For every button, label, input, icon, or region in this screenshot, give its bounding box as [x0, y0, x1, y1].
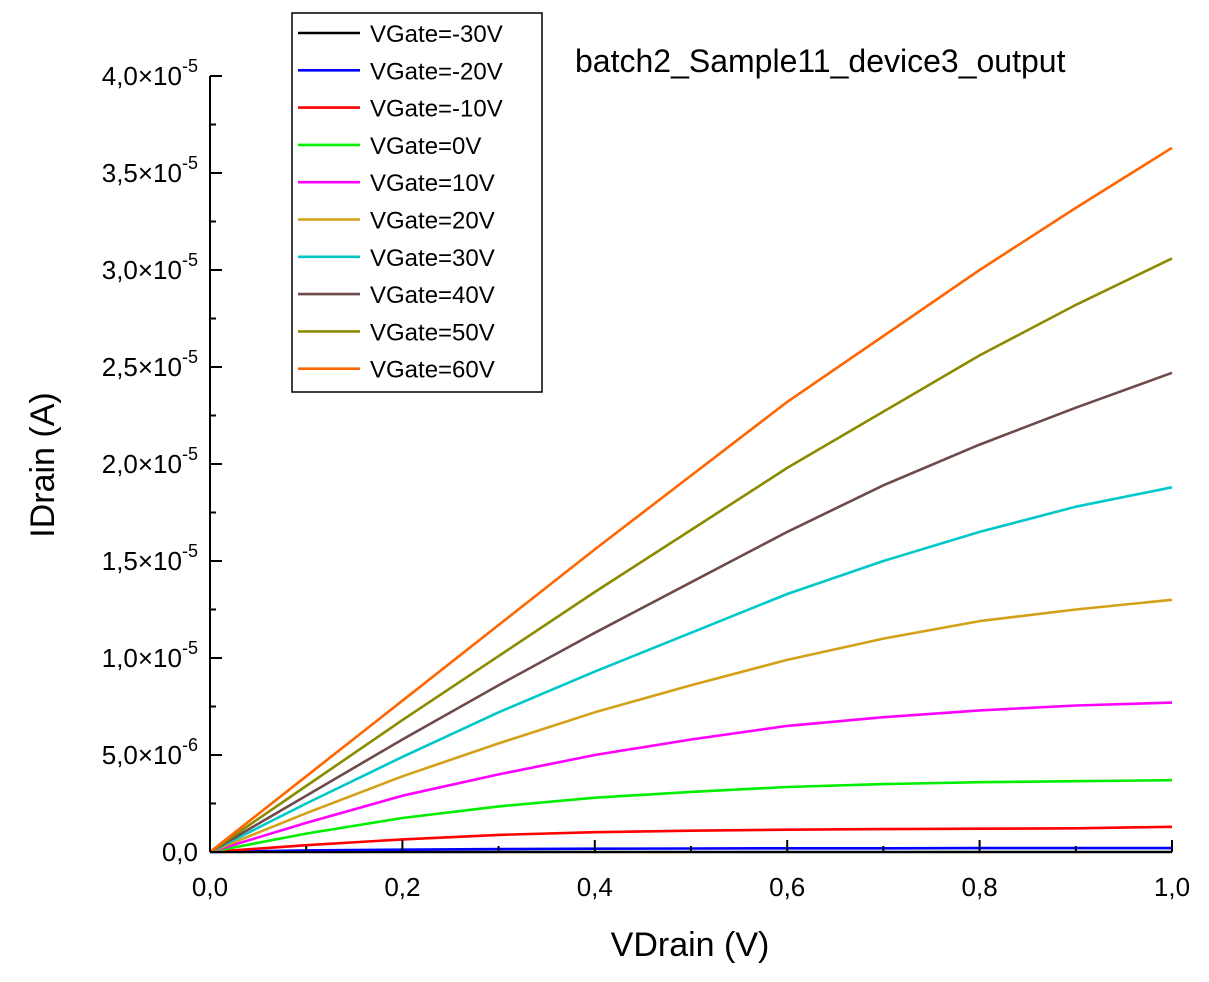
x-tick-label-3: 0,6 — [769, 872, 805, 902]
legend-label-7: VGate=40V — [370, 282, 495, 309]
series-line-4 — [209, 701, 1173, 854]
legend-label-0: VGate=-30V — [370, 21, 503, 48]
x-tick-label-4: 0,8 — [962, 872, 998, 902]
legend-label-2: VGate=-10V — [370, 96, 503, 123]
series-line-3 — [209, 778, 1173, 854]
legend-box — [291, 12, 543, 393]
legend-label-1: VGate=-20V — [370, 58, 503, 85]
series-line-2 — [209, 825, 1173, 854]
legend-label-3: VGate=0V — [370, 133, 481, 160]
x-tick-label-1: 0,2 — [384, 872, 420, 902]
y-tick-label-7: 3,5×10-5 — [102, 153, 198, 188]
legend: VGate=-30V VGate=-20V VGate=-10V VGate=0V VG… — [291, 12, 543, 393]
series-line-8 — [209, 257, 1173, 854]
y-axis-title: IDrain (A) — [24, 392, 62, 537]
y-tick-label-0: 0,0 — [162, 837, 198, 867]
series-line-7 — [209, 371, 1173, 854]
axes-layer: 0,0 0,2 0,4 0,6 0,8 1,0 0,0 5,0×10-6 1,0×10-5 1,5… — [102, 56, 1190, 902]
series-line-5 — [209, 598, 1173, 854]
series-line-6 — [209, 486, 1173, 854]
series-layer — [209, 146, 1173, 854]
y-tick-label-4: 2,0×10-5 — [102, 444, 198, 479]
legend-label-8: VGate=50V — [370, 319, 495, 346]
legend-label-6: VGate=30V — [370, 245, 495, 272]
y-tick-label-5: 2,5×10-5 — [102, 347, 198, 382]
y-tick-label-3: 1,5×10-5 — [102, 541, 198, 576]
y-tick-label-2: 1,0×10-5 — [102, 638, 198, 673]
x-tick-label-0: 0,0 — [192, 872, 228, 902]
chart-title: batch2_Sample11_device3_output — [575, 43, 1066, 79]
x-tick-label-5: 1,0 — [1154, 872, 1190, 902]
legend-label-5: VGate=20V — [370, 208, 495, 235]
x-tick-label-2: 0,4 — [577, 872, 613, 902]
y-tick-label-8: 4,0×10-5 — [102, 56, 198, 91]
legend-label-9: VGate=60V — [370, 357, 495, 384]
y-tick-label-6: 3,0×10-5 — [102, 250, 198, 285]
x-axis-title: VDrain (V) — [611, 926, 770, 964]
legend-label-4: VGate=10V — [370, 170, 495, 197]
series-line-9 — [209, 146, 1173, 854]
y-tick-label-1: 5,0×10-6 — [102, 735, 198, 770]
